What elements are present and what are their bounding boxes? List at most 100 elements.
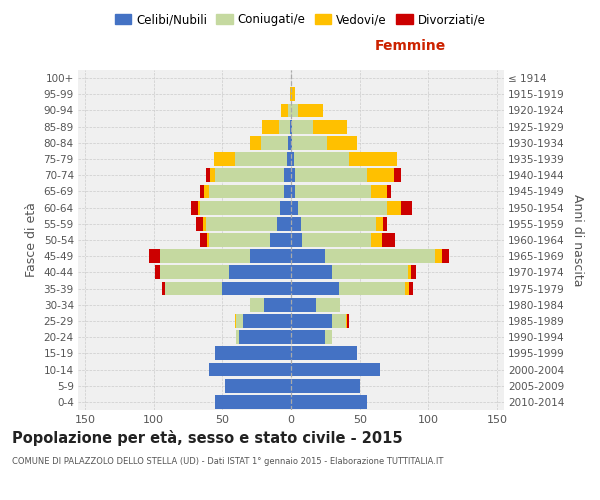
Bar [284, 168, 291, 182]
Bar [215, 168, 284, 182]
Bar [301, 217, 376, 230]
Bar [327, 136, 357, 149]
Bar [291, 184, 295, 198]
Bar [207, 233, 209, 247]
Bar [325, 330, 332, 344]
Bar [200, 233, 207, 247]
Bar [387, 200, 401, 214]
Bar [291, 282, 339, 296]
Bar [291, 152, 294, 166]
Bar [288, 136, 291, 149]
Bar [291, 314, 332, 328]
Bar [332, 314, 346, 328]
Bar [394, 168, 401, 182]
Bar [164, 282, 222, 296]
Bar [290, 88, 291, 101]
Bar [149, 250, 160, 263]
Bar [197, 200, 200, 214]
Bar [287, 152, 291, 166]
Bar [200, 200, 280, 214]
Bar [215, 395, 291, 409]
Bar [196, 217, 203, 230]
Bar [409, 282, 413, 296]
Bar [263, 298, 291, 312]
Bar [376, 217, 383, 230]
Bar [281, 104, 288, 118]
Bar [291, 346, 357, 360]
Bar [214, 152, 235, 166]
Bar [262, 120, 278, 134]
Bar [325, 250, 435, 263]
Bar [191, 200, 197, 214]
Bar [382, 233, 395, 247]
Bar [280, 200, 291, 214]
Bar [277, 217, 291, 230]
Bar [236, 330, 239, 344]
Bar [206, 168, 210, 182]
Bar [235, 314, 236, 328]
Bar [200, 184, 205, 198]
Bar [271, 233, 291, 247]
Bar [205, 184, 209, 198]
Bar [291, 362, 380, 376]
Bar [435, 250, 442, 263]
Bar [410, 266, 416, 280]
Bar [339, 282, 405, 296]
Bar [292, 120, 313, 134]
Bar [291, 266, 332, 280]
Bar [371, 233, 382, 247]
Bar [291, 168, 295, 182]
Y-axis label: Fasce di età: Fasce di età [25, 202, 38, 278]
Bar [209, 184, 284, 198]
Bar [387, 184, 391, 198]
Bar [291, 250, 325, 263]
Text: COMUNE DI PALAZZOLO DELLO STELLA (UD) - Dati ISTAT 1° gennaio 2015 - Elaborazion: COMUNE DI PALAZZOLO DELLO STELLA (UD) - … [12, 457, 443, 466]
Bar [347, 314, 349, 328]
Bar [383, 217, 387, 230]
Bar [155, 266, 160, 280]
Bar [302, 233, 371, 247]
Bar [291, 136, 292, 149]
Legend: Celibi/Nubili, Coniugati/e, Vedovi/e, Divorziati/e: Celibi/Nubili, Coniugati/e, Vedovi/e, Di… [110, 8, 490, 31]
Bar [349, 152, 397, 166]
Bar [291, 217, 301, 230]
Bar [294, 152, 349, 166]
Bar [278, 120, 290, 134]
Bar [367, 168, 394, 182]
Bar [250, 136, 261, 149]
Bar [203, 217, 206, 230]
Bar [405, 282, 409, 296]
Bar [250, 298, 263, 312]
Bar [250, 250, 291, 263]
Bar [291, 200, 298, 214]
Bar [162, 282, 164, 296]
Bar [215, 346, 291, 360]
Bar [291, 88, 295, 101]
Bar [160, 250, 250, 263]
Bar [408, 266, 410, 280]
Bar [313, 120, 347, 134]
Bar [209, 233, 271, 247]
Bar [206, 217, 277, 230]
Bar [209, 362, 291, 376]
Bar [160, 266, 229, 280]
Bar [332, 266, 408, 280]
Bar [291, 104, 298, 118]
Bar [316, 298, 340, 312]
Bar [401, 200, 412, 214]
Bar [291, 298, 316, 312]
Bar [298, 104, 323, 118]
Bar [291, 120, 292, 134]
Bar [225, 379, 291, 392]
Bar [239, 330, 291, 344]
Bar [284, 184, 291, 198]
Bar [229, 266, 291, 280]
Bar [371, 184, 387, 198]
Text: Popolazione per età, sesso e stato civile - 2015: Popolazione per età, sesso e stato civil… [12, 430, 403, 446]
Bar [295, 168, 367, 182]
Bar [210, 168, 215, 182]
Y-axis label: Anni di nascita: Anni di nascita [571, 194, 584, 286]
Bar [291, 395, 367, 409]
Bar [235, 152, 287, 166]
Bar [298, 200, 387, 214]
